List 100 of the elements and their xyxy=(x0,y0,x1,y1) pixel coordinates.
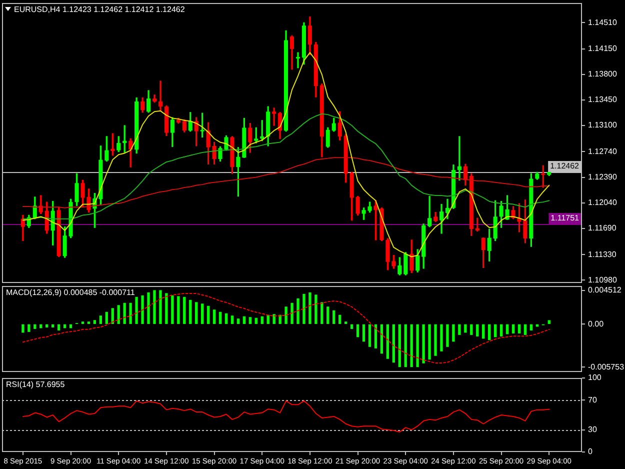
y-tick-label: 70 xyxy=(588,395,598,404)
y-tick-label: 1.13450 xyxy=(588,95,618,104)
bar xyxy=(183,296,186,324)
bar xyxy=(22,324,24,333)
bar xyxy=(278,314,282,324)
bar xyxy=(141,295,144,324)
bar xyxy=(434,324,437,356)
y-tick-label: 1.10980 xyxy=(588,275,618,284)
candlestick xyxy=(158,80,162,112)
bar xyxy=(296,298,300,324)
ref-line-label: 1.12462 xyxy=(550,162,580,171)
bar xyxy=(105,312,108,324)
y-tick-label: 1.12040 xyxy=(588,198,618,207)
bar xyxy=(171,295,174,324)
bar xyxy=(230,316,234,324)
bar xyxy=(308,292,312,324)
bar xyxy=(392,324,395,363)
bar xyxy=(476,324,479,336)
bar xyxy=(302,294,306,324)
bar xyxy=(404,324,407,368)
bar xyxy=(524,324,527,335)
bar xyxy=(28,324,30,332)
y-tick-label: 1.12390 xyxy=(588,172,618,182)
bar xyxy=(254,318,258,324)
bar xyxy=(512,324,515,334)
bar xyxy=(200,304,204,324)
y-tick-label: 1.11330 xyxy=(588,250,617,259)
bar xyxy=(117,305,120,324)
bar xyxy=(314,294,318,324)
bar xyxy=(506,324,509,334)
bar xyxy=(446,324,449,347)
bar xyxy=(452,324,455,342)
bar xyxy=(195,302,198,324)
y-tick-label: 1.13800 xyxy=(588,70,618,79)
bar xyxy=(242,316,246,324)
bar xyxy=(326,306,330,324)
bar xyxy=(518,324,521,334)
y-tick-label: 1.14150 xyxy=(588,44,618,54)
bar xyxy=(488,324,491,340)
bar xyxy=(159,290,162,324)
y-tick-label: 1.14510 xyxy=(588,18,618,27)
bar xyxy=(548,320,550,324)
bar xyxy=(57,324,60,330)
bar xyxy=(153,290,156,324)
candlestick xyxy=(122,125,127,153)
bar xyxy=(93,320,96,324)
bar xyxy=(218,312,222,324)
bar xyxy=(135,296,138,324)
chart-title: MACD(12,26,9) 0.000485 -0.000711 xyxy=(6,288,136,298)
y-tick-label: 30 xyxy=(588,425,598,434)
bar xyxy=(362,324,366,342)
bar xyxy=(500,324,503,336)
y-tick-label: 0.004512 xyxy=(588,286,622,295)
y-tick-label: 100 xyxy=(588,373,602,382)
y-tick-label: 1.12740 xyxy=(588,146,618,156)
bar xyxy=(236,318,240,324)
y-tick-label: 0 xyxy=(588,447,593,456)
bar xyxy=(464,324,467,333)
bar xyxy=(380,324,384,354)
bar xyxy=(129,302,132,324)
bar xyxy=(530,324,533,330)
y-tick-label: 0.00 xyxy=(588,319,604,328)
bar xyxy=(272,314,276,324)
bar xyxy=(260,316,264,324)
ref-line-label: 1.11751 xyxy=(550,214,580,223)
candlestick xyxy=(457,136,462,181)
bar xyxy=(248,317,252,324)
bar xyxy=(398,324,401,368)
bar xyxy=(290,302,294,324)
bar xyxy=(224,313,228,324)
bar xyxy=(147,292,150,324)
bar xyxy=(123,302,126,324)
bar xyxy=(422,324,425,364)
bar xyxy=(284,306,288,324)
bar xyxy=(368,324,372,347)
bar xyxy=(206,306,210,324)
bar xyxy=(386,324,389,359)
chart-title: EURUSD,H4 1.12423 1.12462 1.12412 1.12462 xyxy=(14,5,186,14)
candlestick xyxy=(272,108,276,126)
bar xyxy=(177,296,180,324)
bar xyxy=(494,324,497,338)
bar xyxy=(212,310,216,324)
bar xyxy=(320,302,324,324)
y-tick-label: -0.005753 xyxy=(588,362,625,372)
bar xyxy=(338,314,342,324)
bar xyxy=(482,324,485,339)
bar xyxy=(440,324,443,352)
bar xyxy=(332,310,336,324)
bar xyxy=(350,324,354,329)
bar xyxy=(34,324,36,329)
bar xyxy=(458,324,461,335)
y-tick-label: 1.11690 xyxy=(588,224,617,233)
y-tick-label: 1.13100 xyxy=(588,120,618,130)
chart-title: RSI(14) 57.6955 xyxy=(6,380,66,390)
candlestick xyxy=(296,52,300,68)
bar xyxy=(470,324,473,335)
bar xyxy=(410,324,413,368)
bar xyxy=(99,316,102,324)
bar xyxy=(165,293,168,324)
bar xyxy=(356,324,360,338)
